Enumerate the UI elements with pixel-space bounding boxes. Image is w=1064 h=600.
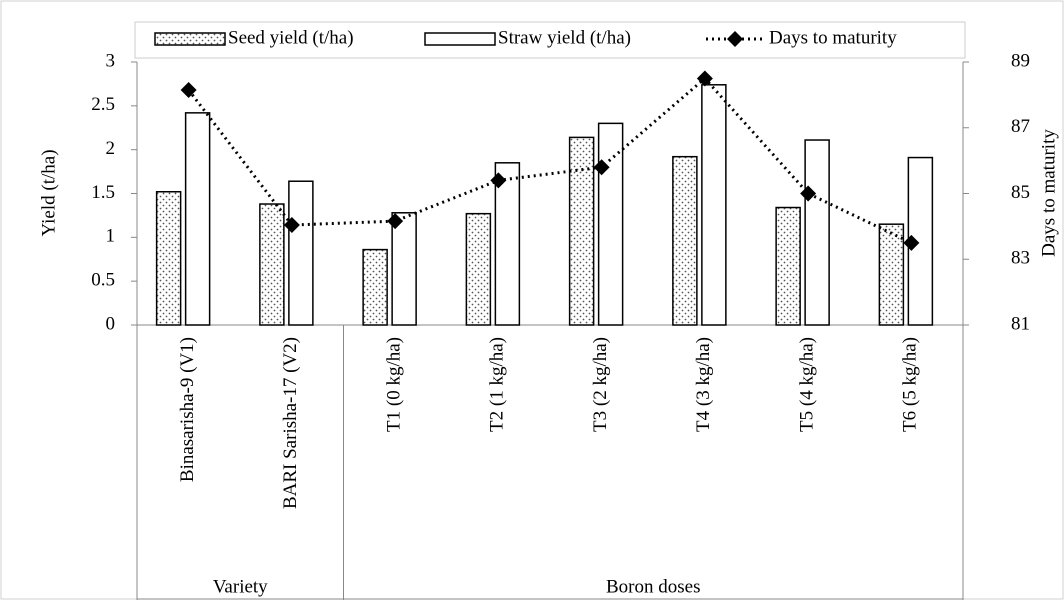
x-tick-label: T2 (1 kg/ha) [487, 337, 508, 432]
y2-tick-label: 85 [1011, 182, 1030, 203]
y-tick-label: 2.5 [91, 94, 115, 115]
x-tick-label: T4 (3 kg/ha) [693, 337, 714, 432]
y2-tick-label: 89 [1011, 50, 1030, 71]
bar [259, 203, 285, 326]
group-label: Variety [213, 576, 268, 597]
bar [701, 84, 727, 326]
group-label: Boron doses [606, 576, 700, 597]
marker [593, 159, 610, 176]
bar [878, 223, 905, 326]
x-tick-label: BARI Sarisha-17 (V2) [280, 337, 301, 509]
y-tick-label: 1 [106, 226, 116, 247]
y-axis-title: Yield (t/ha) [38, 149, 59, 236]
marker [903, 234, 920, 251]
bar [494, 162, 521, 326]
bar [775, 206, 801, 326]
marker [696, 70, 713, 87]
y-tick-label: 0.5 [91, 270, 115, 291]
bar [391, 212, 417, 326]
x-tick-label: Binasarisha-9 (V1) [177, 337, 198, 482]
legend-label: Days to maturity [769, 27, 897, 48]
legend-box [134, 21, 966, 59]
y2-axis-title: Days to maturity [1038, 129, 1059, 257]
marker [283, 217, 300, 234]
bar [288, 180, 314, 326]
bar [155, 190, 182, 326]
marker [490, 172, 507, 189]
legend-swatch [424, 32, 496, 46]
y-tick-label: 2 [106, 138, 116, 159]
x-tick-label: T6 (5 kg/ha) [900, 337, 921, 432]
x-tick-label: T3 (2 kg/ha) [590, 337, 611, 432]
y-tick-label: 1.5 [91, 182, 115, 203]
y-tick-label: 0 [106, 313, 116, 334]
x-tick-label: T1 (0 kg/ha) [383, 337, 404, 432]
line [187, 76, 913, 245]
marker [800, 185, 817, 202]
legend-label: Seed yield (t/ha) [228, 27, 354, 48]
y-tick-label: 3 [106, 50, 116, 71]
bar [362, 248, 388, 326]
legend-swatch [154, 32, 226, 46]
bar [672, 155, 698, 326]
y2-tick-label: 81 [1011, 313, 1030, 334]
bar [568, 136, 595, 326]
bar [804, 139, 830, 326]
marker [387, 213, 404, 230]
y2-tick-label: 87 [1011, 116, 1030, 137]
bar [465, 212, 492, 326]
bar [597, 122, 624, 326]
marker [180, 81, 197, 98]
bar [184, 112, 211, 326]
x-tick-label: T5 (4 kg/ha) [796, 337, 817, 432]
y2-tick-label: 83 [1011, 248, 1030, 269]
legend-label: Straw yield (t/ha) [498, 27, 631, 48]
legend-marker [727, 31, 743, 47]
